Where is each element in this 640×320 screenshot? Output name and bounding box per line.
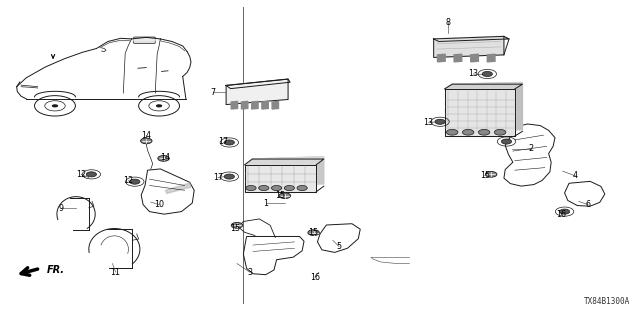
Polygon shape	[438, 54, 445, 62]
Text: 11: 11	[111, 268, 121, 277]
Text: 10: 10	[154, 200, 164, 209]
Polygon shape	[244, 165, 316, 192]
Circle shape	[559, 209, 570, 214]
Polygon shape	[226, 79, 290, 89]
Polygon shape	[252, 157, 324, 186]
Text: 2: 2	[528, 144, 533, 153]
Circle shape	[279, 193, 291, 198]
Circle shape	[224, 174, 234, 179]
Polygon shape	[108, 39, 161, 44]
Circle shape	[447, 129, 458, 135]
Text: 5: 5	[337, 242, 342, 251]
Polygon shape	[244, 157, 324, 165]
Circle shape	[494, 129, 506, 135]
Circle shape	[271, 186, 282, 191]
Circle shape	[224, 140, 234, 145]
FancyBboxPatch shape	[134, 37, 156, 44]
Circle shape	[141, 138, 152, 144]
Polygon shape	[434, 36, 509, 42]
Circle shape	[246, 186, 256, 191]
Polygon shape	[434, 36, 504, 57]
Polygon shape	[445, 83, 522, 89]
Text: 15: 15	[308, 228, 319, 237]
Polygon shape	[231, 101, 237, 109]
Text: 8: 8	[445, 18, 450, 27]
Circle shape	[130, 179, 140, 184]
Text: 4: 4	[573, 172, 578, 180]
Text: 3: 3	[247, 268, 252, 277]
Text: 15: 15	[480, 171, 490, 180]
Circle shape	[463, 129, 474, 135]
Polygon shape	[452, 83, 522, 131]
Circle shape	[158, 156, 170, 161]
Text: 14: 14	[161, 153, 170, 162]
Text: 12: 12	[76, 170, 86, 179]
Text: 13: 13	[468, 69, 478, 78]
Text: 15: 15	[230, 224, 241, 233]
Polygon shape	[470, 54, 478, 62]
Text: 17: 17	[212, 173, 223, 182]
Circle shape	[231, 222, 243, 228]
Circle shape	[501, 139, 511, 144]
Polygon shape	[487, 54, 495, 62]
Text: 6: 6	[586, 200, 591, 209]
Text: 17: 17	[218, 137, 228, 146]
Polygon shape	[445, 89, 515, 136]
Text: FR.: FR.	[47, 265, 65, 275]
Circle shape	[485, 172, 497, 177]
Circle shape	[482, 71, 492, 76]
Polygon shape	[252, 101, 258, 109]
Polygon shape	[226, 79, 288, 105]
Circle shape	[156, 104, 163, 108]
Circle shape	[52, 104, 58, 108]
Circle shape	[435, 119, 445, 124]
Circle shape	[308, 230, 319, 236]
Polygon shape	[262, 101, 268, 109]
Text: 13: 13	[424, 118, 433, 127]
Text: 16: 16	[310, 273, 320, 282]
Text: 15: 15	[275, 191, 285, 200]
Text: TX84B1300A: TX84B1300A	[584, 297, 630, 306]
Text: 16: 16	[556, 210, 566, 219]
Text: 7: 7	[211, 88, 216, 97]
Circle shape	[284, 186, 294, 191]
Text: 14: 14	[141, 131, 151, 140]
Circle shape	[297, 186, 307, 191]
Text: 12: 12	[124, 176, 134, 185]
Text: 1: 1	[263, 198, 268, 207]
Polygon shape	[166, 183, 191, 194]
Polygon shape	[241, 101, 248, 109]
Text: 9: 9	[59, 204, 64, 213]
Polygon shape	[454, 54, 462, 62]
Circle shape	[259, 186, 269, 191]
Circle shape	[478, 129, 490, 135]
Polygon shape	[272, 101, 278, 109]
Circle shape	[86, 172, 97, 177]
